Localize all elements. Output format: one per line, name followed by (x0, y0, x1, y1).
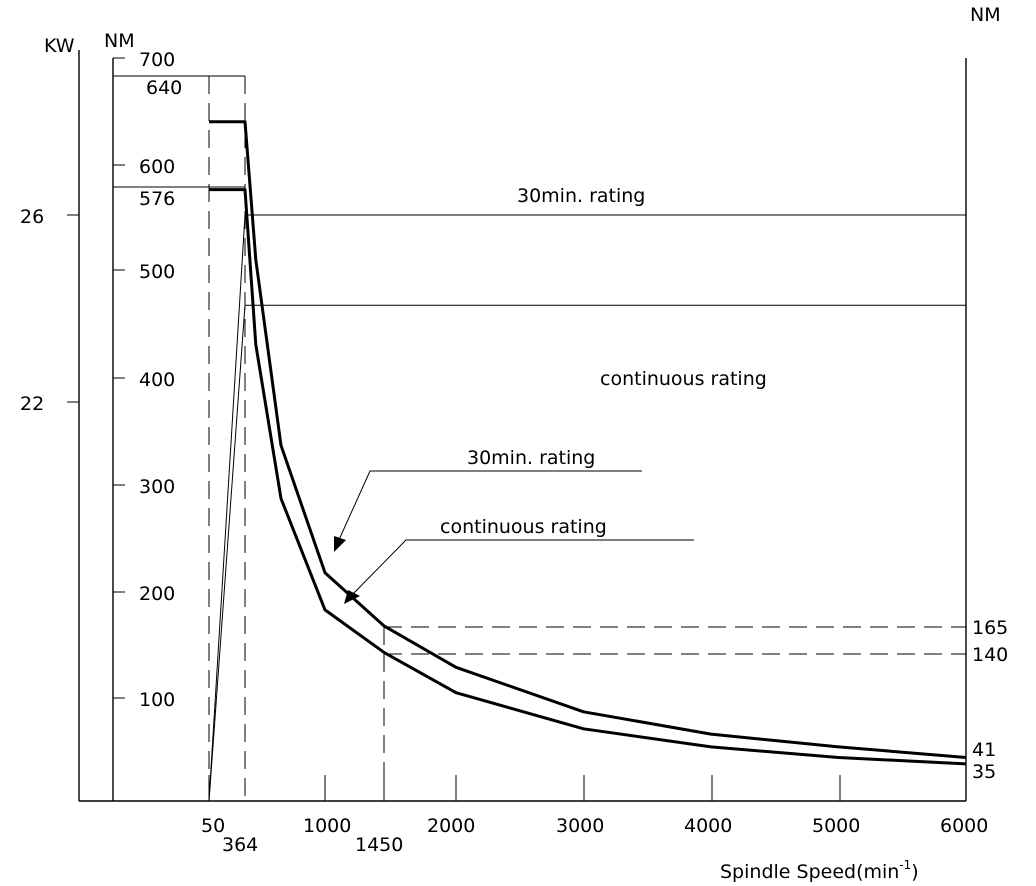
right-label-140: 140 (972, 644, 1008, 666)
torque-label-continuous: continuous rating (440, 516, 607, 538)
kw-tick-label-26: 26 (20, 206, 44, 228)
right-label-41: 41 (972, 739, 996, 761)
right-label-165: 165 (972, 617, 1008, 639)
x-label-5000: 5000 (812, 815, 860, 837)
power-label-30min: 30min. rating (517, 185, 645, 207)
x-label-2000: 2000 (427, 815, 475, 837)
torque-curve-continuous (209, 188, 967, 766)
kw-tick-label-22: 22 (20, 393, 44, 415)
nm-tick-label-600: 600 (139, 156, 175, 178)
nm-tick-label-300: 300 (139, 476, 175, 498)
power-line-continuous (208, 304, 966, 802)
x-label-364: 364 (222, 834, 258, 856)
x-label-4000: 4000 (684, 815, 732, 837)
x-axis-title: Spindle Speed(min-1) (720, 858, 919, 883)
x-label-50: 50 (201, 815, 225, 837)
nm-tick-label-200: 200 (139, 583, 175, 605)
arrowhead-30min (334, 536, 346, 552)
kw-unit-label: KW (44, 35, 75, 57)
x-axis-title-main: Spindle Speed(min (720, 861, 899, 883)
torque-curve-30min (209, 120, 967, 759)
nm-tick-label-500: 500 (139, 261, 175, 283)
nm-tick-label-576: 576 (139, 188, 175, 210)
nm-tick-label-700: 700 (139, 49, 175, 71)
torque-label-30min: 30min. rating (467, 447, 595, 469)
x-label-1450: 1450 (355, 834, 403, 856)
x-axis-title-tail: ) (911, 861, 918, 883)
arrowhead-continuous (344, 590, 360, 604)
leader-30min (337, 470, 642, 543)
nm-tick-label-100: 100 (139, 689, 175, 711)
right-label-35: 35 (972, 761, 996, 783)
leader-continuous (349, 539, 694, 598)
nm-unit-label-left: NM (104, 30, 135, 52)
x-axis-title-sup: -1 (899, 858, 911, 872)
nm-tick-label-640: 640 (146, 77, 182, 99)
nm-tick-label-400: 400 (139, 369, 175, 391)
x-label-3000: 3000 (556, 815, 604, 837)
power-line-30min (208, 214, 966, 802)
nm-unit-label-right: NM (970, 4, 1001, 26)
x-label-6000: 6000 (940, 815, 988, 837)
x-label-1000: 1000 (303, 815, 351, 837)
power-label-continuous: continuous rating (600, 368, 767, 390)
